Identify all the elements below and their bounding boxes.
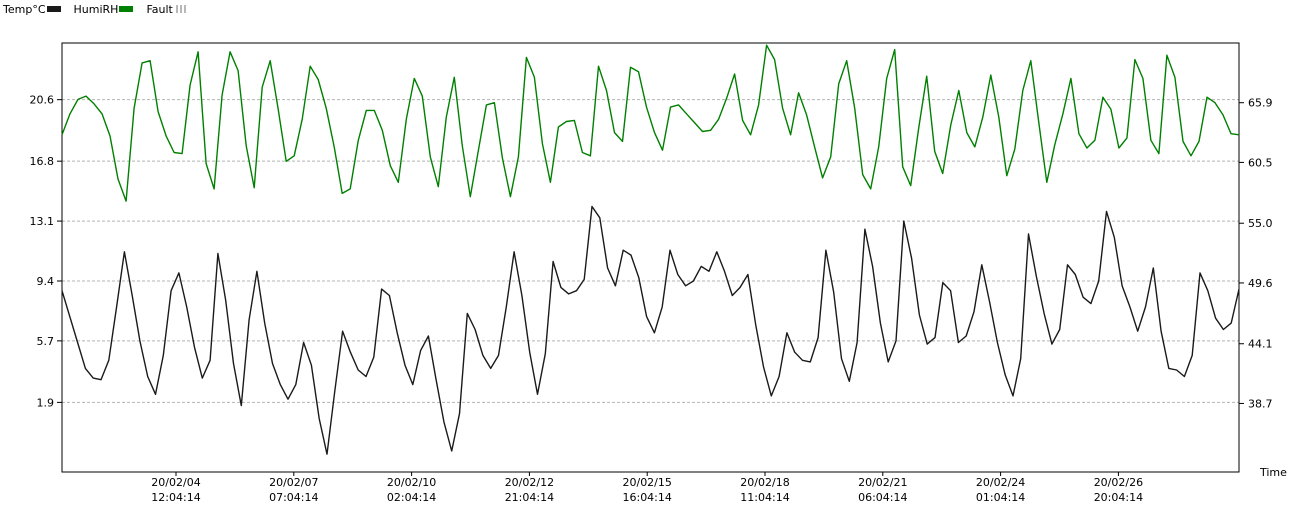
x-tick-time: 16:04:14 [622,491,671,504]
y-right-tick-label: 60.5 [1248,156,1273,169]
right-axis-ticks: 65.9 60.5 55.0 49.6 44.1 38.7 [1239,97,1273,410]
legend-swatch-humidity [119,6,134,12]
x-axis-ticks: 20/02/04 12:04:14 20/02/07 07:04:14 20/02/10… [151,472,1143,504]
y-left-tick-label: 13.1 [30,215,55,228]
x-tick-date: 20/02/24 [976,476,1025,489]
legend-swatch-fault [175,5,188,13]
x-tick-time: 20:04:14 [1094,491,1143,504]
x-tick-date: 20/02/21 [858,476,907,489]
chart-legend: Temp°C HumiRH Fault [3,2,201,16]
y-right-tick-label: 38.7 [1248,397,1273,410]
x-tick-date: 20/02/26 [1094,476,1143,489]
legend-swatch-temp [46,6,61,12]
legend-item-temp[interactable]: Temp°C [3,3,61,16]
y-right-tick-label: 65.9 [1248,97,1273,110]
x-tick-time: 07:04:14 [269,491,318,504]
y-right-tick-label: 49.6 [1248,277,1273,290]
legend-item-humidity[interactable]: HumiRH [74,3,134,16]
left-axis-ticks: 20.6 16.8 13.1 9.4 5.7 1.9 [30,94,62,409]
x-tick-date: 20/02/10 [387,476,436,489]
gridlines [62,99,1239,403]
y-left-tick-label: 5.7 [37,335,55,348]
y-left-tick-label: 20.6 [30,94,55,107]
legend-label-fault: Fault [146,2,173,16]
series-line-tempc [61,205,1240,455]
x-tick-time: 11:04:14 [740,491,789,504]
legend-label-humidity: HumiRH [73,2,119,16]
y-left-tick-label: 1.9 [37,396,55,409]
y-right-tick-label: 55.0 [1248,217,1273,230]
series-line-humirh [61,44,1240,202]
x-tick-date: 20/02/07 [269,476,318,489]
x-tick-date: 20/02/15 [622,476,671,489]
x-axis-label: Time [1259,466,1287,479]
legend-item-fault[interactable]: Fault [146,2,188,16]
x-tick-time: 01:04:14 [976,491,1025,504]
y-right-tick-label: 44.1 [1248,338,1273,351]
x-tick-time: 06:04:14 [858,491,907,504]
plot-area [61,42,1240,473]
y-left-tick-label: 9.4 [37,275,55,288]
legend-label-temp: Temp°C [3,2,46,16]
series-lines [61,44,1240,455]
x-tick-date: 20/02/18 [740,476,789,489]
x-tick-date: 20/02/12 [505,476,554,489]
x-tick-time: 02:04:14 [387,491,436,504]
x-tick-time: 21:04:14 [505,491,554,504]
x-tick-date: 20/02/04 [151,476,200,489]
x-tick-time: 12:04:14 [151,491,200,504]
y-left-tick-label: 16.8 [30,155,55,168]
